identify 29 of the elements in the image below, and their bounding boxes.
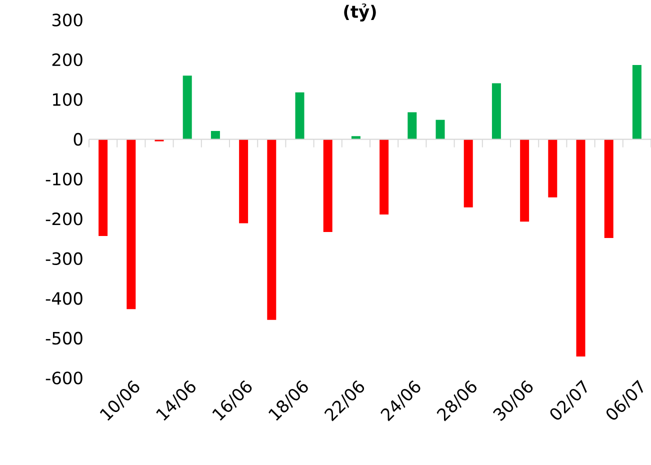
y-tick-label: 200 bbox=[52, 53, 82, 66]
bar bbox=[98, 139, 108, 236]
bar bbox=[323, 139, 332, 232]
bar bbox=[604, 139, 614, 238]
bar bbox=[182, 76, 192, 140]
bar bbox=[492, 83, 501, 140]
bar bbox=[464, 139, 473, 208]
bar bbox=[632, 64, 642, 140]
y-tick-label: -400 bbox=[46, 292, 82, 305]
y-tick-label: -100 bbox=[46, 172, 82, 186]
bar bbox=[380, 139, 389, 214]
bar bbox=[267, 139, 276, 320]
bar bbox=[295, 92, 304, 140]
bar bbox=[210, 130, 220, 140]
bar bbox=[520, 139, 530, 222]
y-tick-label: -200 bbox=[46, 212, 82, 226]
bar bbox=[548, 139, 558, 198]
y-tick-label: 100 bbox=[53, 93, 82, 106]
y-tick-label: -500 bbox=[46, 332, 82, 345]
chart-title: (tỷ) bbox=[344, 4, 376, 22]
bar bbox=[436, 120, 445, 140]
y-tick-label: 0 bbox=[74, 132, 82, 146]
bar bbox=[408, 112, 417, 140]
y-tick-label: -300 bbox=[46, 252, 82, 266]
bar bbox=[126, 139, 136, 310]
y-tick-label: -600 bbox=[46, 372, 82, 384]
y-tick-label: 300 bbox=[52, 14, 82, 26]
bar bbox=[576, 139, 586, 357]
bar bbox=[239, 139, 248, 224]
